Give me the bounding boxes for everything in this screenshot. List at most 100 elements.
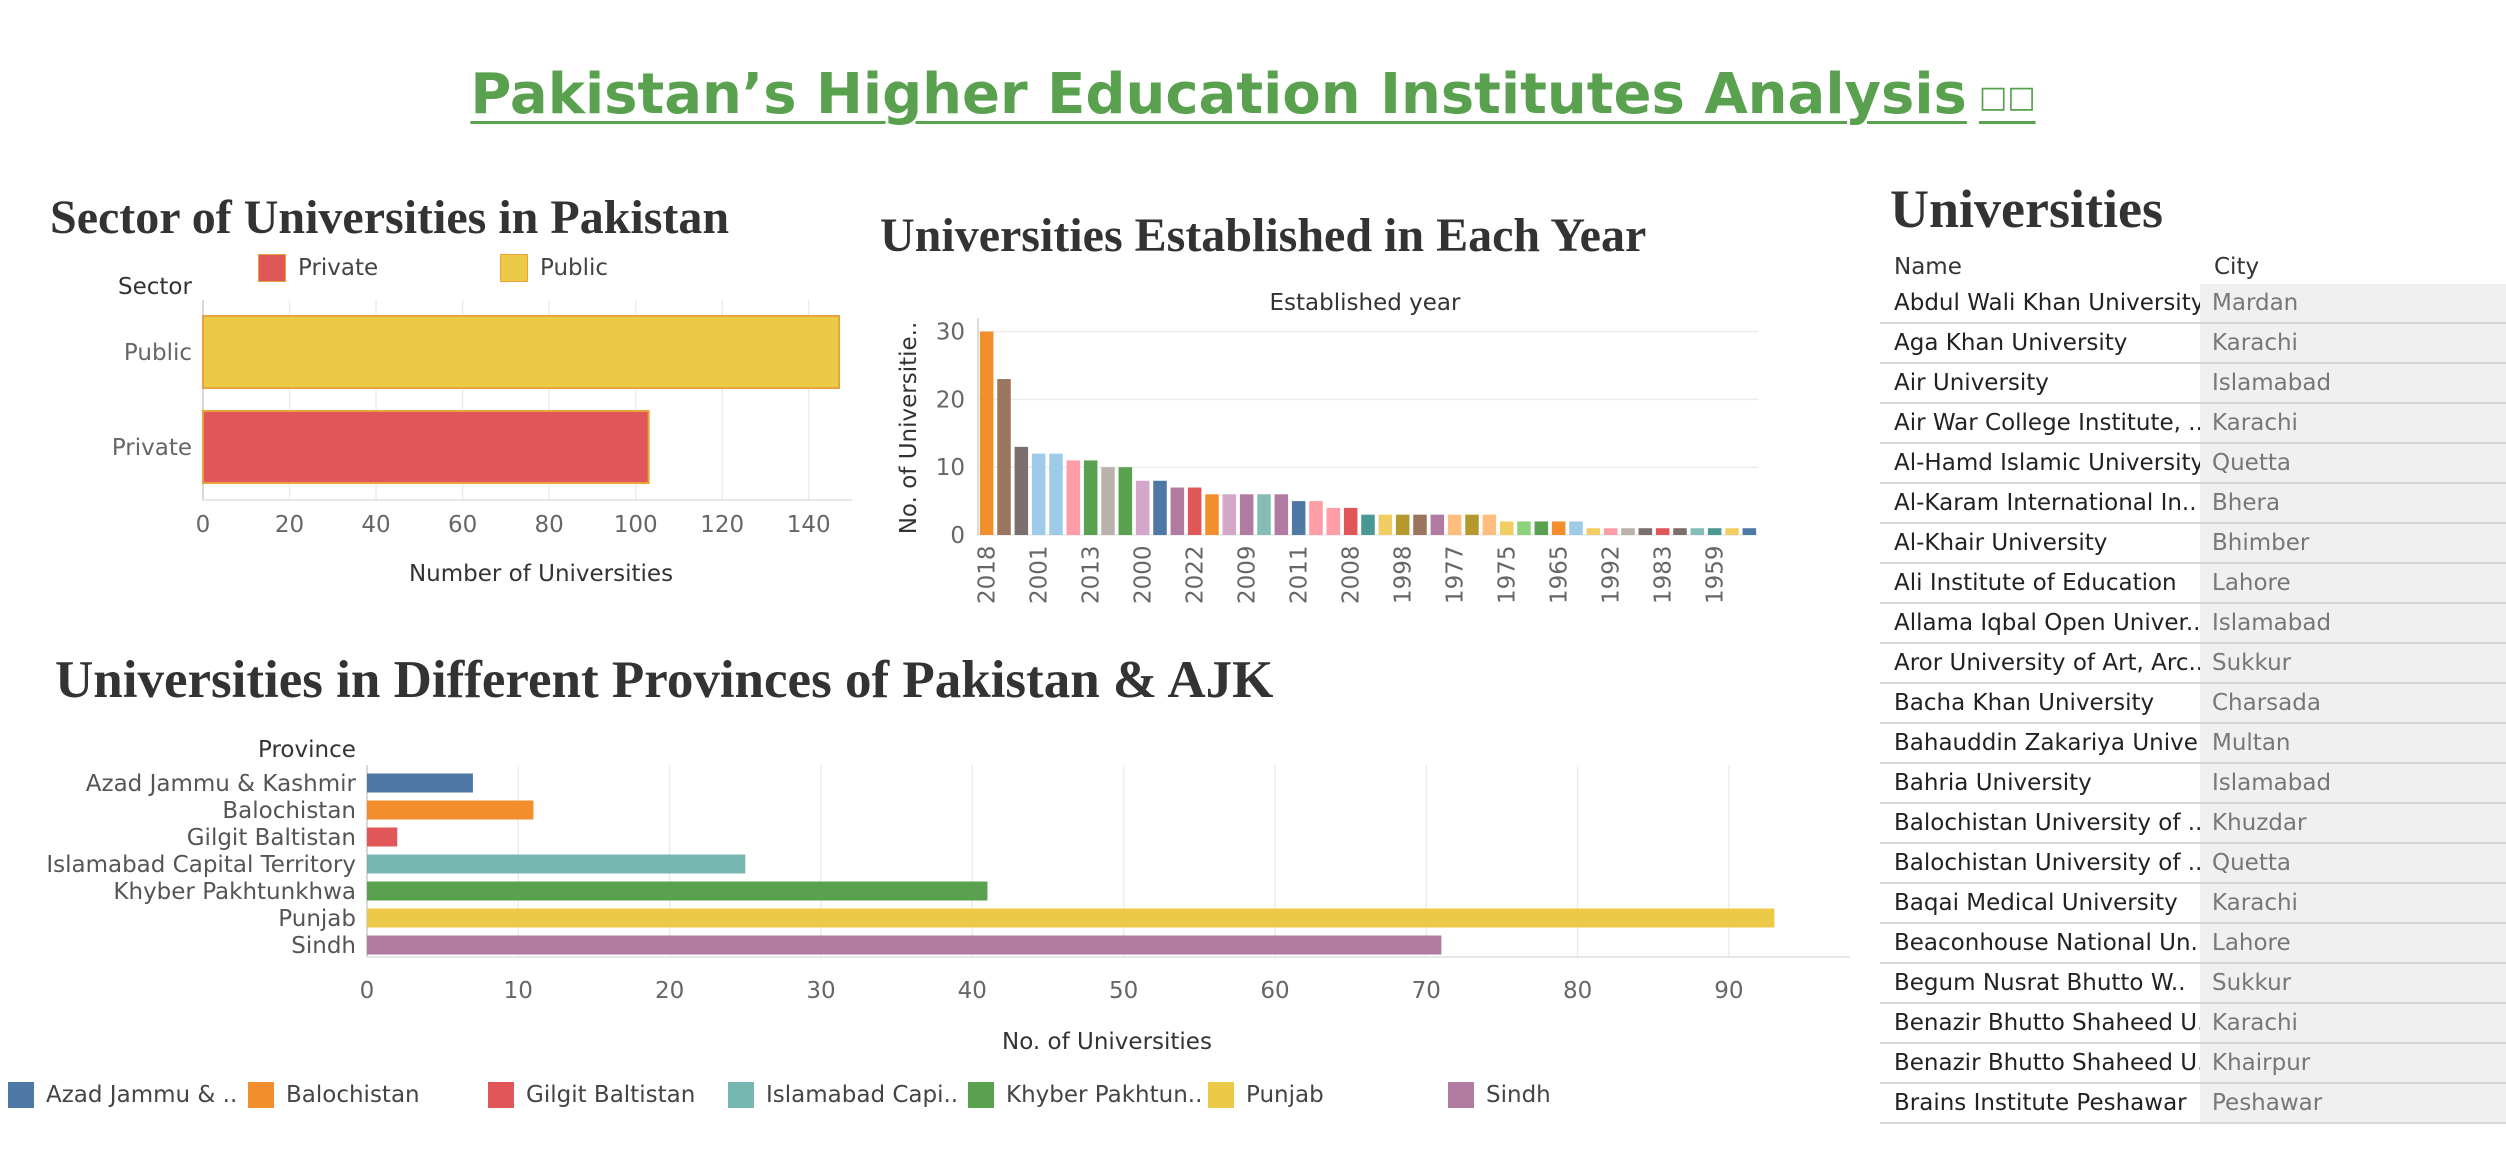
provinces-legend-item[interactable]: Azad Jammu & .. (8, 1082, 237, 1108)
years-bar (997, 379, 1011, 535)
sector-x-tick: 60 (448, 512, 477, 538)
years-chart-header: Established year (1269, 290, 1461, 316)
sector-x-tick: 140 (787, 512, 831, 538)
table-row[interactable]: Brains Institute Peshawar Peshawar (1880, 1084, 2506, 1124)
table-row[interactable]: Bahauddin Zakariya Unive.. Multan (1880, 724, 2506, 764)
university-city-cell: Karachi (2200, 1004, 2506, 1042)
table-row[interactable]: Benazir Bhutto Shaheed U.. Karachi (1880, 1004, 2506, 1044)
university-city-cell: Islamabad (2200, 764, 2506, 802)
legend-label: Balochistan (286, 1082, 420, 1108)
provinces-x-tick: 0 (360, 978, 375, 1004)
legend-label: Sindh (1486, 1082, 1551, 1108)
provinces-bar (367, 800, 534, 820)
provinces-legend-item[interactable]: Gilgit Baltistan (488, 1082, 695, 1108)
years-bar (1551, 521, 1566, 535)
table-row[interactable]: Bahria University Islamabad (1880, 764, 2506, 804)
table-row[interactable]: Al-Hamd Islamic University Quetta (1880, 444, 2506, 484)
university-city-cell: Mardan (2200, 284, 2506, 322)
sector-x-tick: 80 (534, 512, 563, 538)
university-name-cell: Benazir Bhutto Shaheed U.. (1894, 1050, 2200, 1076)
table-row[interactable]: Abdul Wali Khan University Mardan (1880, 284, 2506, 324)
university-name-cell: Baqai Medical University (1894, 890, 2178, 916)
table-row[interactable]: Air University Islamabad (1880, 364, 2506, 404)
column-header-city[interactable]: City (2214, 254, 2260, 280)
provinces-legend-item[interactable]: Islamabad Capi.. (728, 1082, 958, 1108)
provinces-category-label: Gilgit Baltistan (187, 825, 356, 851)
table-row[interactable]: Allama Iqbal Open Univer.. Islamabad (1880, 604, 2506, 644)
table-row[interactable]: Baqai Medical University Karachi (1880, 884, 2506, 924)
provinces-category-label: Khyber Pakhtunkhwa (113, 879, 356, 905)
provinces-category-label: Azad Jammu & Kashmir (86, 771, 357, 797)
years-bar (1603, 528, 1618, 535)
university-city-cell: Quetta (2200, 844, 2506, 882)
provinces-x-tick: 10 (504, 978, 533, 1004)
provinces-bar (367, 881, 988, 901)
provinces-x-tick: 90 (1714, 978, 1743, 1004)
university-name-cell: Brains Institute Peshawar (1894, 1090, 2187, 1116)
sector-x-tick: 20 (275, 512, 304, 538)
private-swatch (258, 254, 286, 282)
column-header-name[interactable]: Name (1894, 254, 1962, 280)
years-bar (1187, 487, 1202, 535)
sector-bar-chart: 0 20 40 60 80 100 120 140 Public Private Number of… (112, 300, 852, 587)
years-x-tick: 2018 (975, 545, 1001, 604)
table-row[interactable]: Al-Karam International In.. Bhera (1880, 484, 2506, 524)
university-city-cell: Bhimber (2200, 524, 2506, 562)
sector-legend-private[interactable]: Private (258, 254, 378, 282)
table-row[interactable]: Balochistan University of .. Khuzdar (1880, 804, 2506, 844)
years-y-axis-title: No. of Universitie.. (896, 322, 922, 535)
table-header: Name City (1880, 254, 2506, 284)
years-bar (1690, 528, 1705, 535)
years-bar (1655, 528, 1670, 535)
years-bar (1326, 507, 1341, 535)
years-x-tick: 1977 (1443, 545, 1469, 604)
provinces-bar (367, 854, 746, 874)
provinces-legend-item[interactable]: Punjab (1208, 1082, 1324, 1108)
table-row[interactable]: Aga Khan University Karachi (1880, 324, 2506, 364)
table-row[interactable]: Ali Institute of Education Lahore (1880, 564, 2506, 604)
university-name-cell: Bahria University (1894, 770, 2092, 796)
university-city-cell: Sukkur (2200, 964, 2506, 1002)
years-bar (1707, 528, 1722, 535)
table-row[interactable]: Bacha Khan University Charsada (1880, 684, 2506, 724)
provinces-legend-item[interactable]: Balochistan (248, 1082, 420, 1108)
university-city-cell: Lahore (2200, 564, 2506, 602)
universities-table-title: Universities (1890, 179, 2163, 239)
years-x-tick: 2001 (1027, 545, 1053, 604)
table-row[interactable]: Al-Khair University Bhimber (1880, 524, 2506, 564)
years-x-tick: 1983 (1651, 545, 1677, 604)
legend-label: Azad Jammu & .. (46, 1082, 238, 1108)
table-row[interactable]: Aror University of Art, Arc.. Sukkur (1880, 644, 2506, 684)
provinces-legend-item[interactable]: Khyber Pakhtun.. (968, 1082, 1202, 1108)
legend-swatch (8, 1082, 34, 1108)
table-row[interactable]: Air War College Institute, .. Karachi (1880, 404, 2506, 444)
provinces-x-tick: 70 (1412, 978, 1441, 1004)
years-y-tick: 20 (936, 387, 965, 413)
years-y-tick: 30 (936, 320, 965, 346)
provinces-bar (367, 827, 398, 847)
sector-legend-public[interactable]: Public (500, 254, 608, 282)
years-bar (1239, 494, 1254, 535)
universities-table[interactable]: Name City Abdul Wali Khan University Mard… (1880, 254, 2506, 1126)
years-bar (1170, 487, 1185, 535)
table-row[interactable]: Beaconhouse National Un.. Lahore (1880, 924, 2506, 964)
university-name-cell: Air University (1894, 370, 2049, 396)
table-row[interactable]: Balochistan University of .. Quetta (1880, 844, 2506, 884)
years-x-tick: 2009 (1235, 545, 1261, 604)
years-bar (1499, 521, 1514, 535)
years-bar (1222, 494, 1237, 535)
table-body: Abdul Wali Khan University Mardan Aga Khan… (1880, 284, 2506, 1124)
years-bar (1725, 528, 1739, 535)
university-name-cell: Bahauddin Zakariya Unive.. (1894, 730, 2200, 756)
table-row[interactable]: Benazir Bhutto Shaheed U.. Khairpur (1880, 1044, 2506, 1084)
years-bar (1742, 528, 1757, 535)
provinces-legend-item[interactable]: Sindh (1448, 1082, 1551, 1108)
university-city-cell: Karachi (2200, 324, 2506, 362)
legend-label: Punjab (1246, 1082, 1324, 1108)
years-x-tick: 2011 (1287, 545, 1313, 604)
years-bar (1153, 480, 1167, 535)
table-row[interactable]: Begum Nusrat Bhutto W.. Sukkur (1880, 964, 2506, 1004)
years-x-tick: 1975 (1495, 545, 1521, 604)
university-name-cell: Benazir Bhutto Shaheed U.. (1894, 1010, 2200, 1036)
university-name-cell: Aga Khan University (1894, 330, 2128, 356)
